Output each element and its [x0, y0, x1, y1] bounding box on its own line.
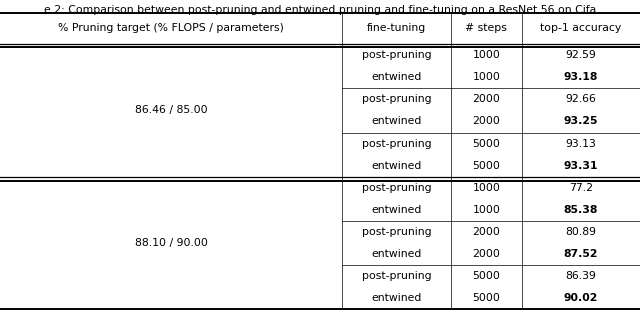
Text: 93.31: 93.31 [564, 161, 598, 171]
Text: post-pruning: post-pruning [362, 227, 431, 237]
Text: 86.46 / 85.00: 86.46 / 85.00 [135, 106, 207, 115]
Text: post-pruning: post-pruning [362, 94, 431, 104]
Text: 5000: 5000 [472, 139, 500, 149]
Text: 1000: 1000 [472, 50, 500, 60]
Text: 5000: 5000 [472, 271, 500, 281]
Text: 1000: 1000 [472, 205, 500, 215]
Text: 88.10 / 90.00: 88.10 / 90.00 [135, 238, 207, 248]
Text: post-pruning: post-pruning [362, 50, 431, 60]
Text: e 2: Comparison between post-pruning and entwined pruning and fine-tuning on a R: e 2: Comparison between post-pruning and… [44, 5, 596, 15]
Text: 2000: 2000 [472, 227, 500, 237]
Text: post-pruning: post-pruning [362, 139, 431, 149]
Text: 5000: 5000 [472, 161, 500, 171]
Text: 85.38: 85.38 [564, 205, 598, 215]
Text: % Pruning target (% FLOPS / parameters): % Pruning target (% FLOPS / parameters) [58, 23, 284, 33]
Text: entwined: entwined [372, 161, 422, 171]
Text: 93.13: 93.13 [565, 139, 596, 149]
Text: 92.59: 92.59 [565, 50, 596, 60]
Text: 2000: 2000 [472, 117, 500, 126]
Text: entwined: entwined [372, 117, 422, 126]
Text: 2000: 2000 [472, 249, 500, 259]
Text: 80.89: 80.89 [565, 227, 596, 237]
Text: 87.52: 87.52 [564, 249, 598, 259]
Text: # steps: # steps [465, 23, 508, 33]
Text: 92.66: 92.66 [565, 94, 596, 104]
Text: entwined: entwined [372, 72, 422, 82]
Text: top-1 accuracy: top-1 accuracy [540, 23, 621, 33]
Text: 1000: 1000 [472, 72, 500, 82]
Text: fine-tuning: fine-tuning [367, 23, 426, 33]
Text: 93.25: 93.25 [564, 117, 598, 126]
Text: entwined: entwined [372, 205, 422, 215]
Text: 5000: 5000 [472, 293, 500, 303]
Text: 2000: 2000 [472, 94, 500, 104]
Text: entwined: entwined [372, 249, 422, 259]
Text: 90.02: 90.02 [564, 293, 598, 303]
Text: post-pruning: post-pruning [362, 271, 431, 281]
Text: 86.39: 86.39 [565, 271, 596, 281]
Text: 1000: 1000 [472, 183, 500, 193]
Text: 93.18: 93.18 [564, 72, 598, 82]
Text: entwined: entwined [372, 293, 422, 303]
Text: 77.2: 77.2 [569, 183, 593, 193]
Text: post-pruning: post-pruning [362, 183, 431, 193]
